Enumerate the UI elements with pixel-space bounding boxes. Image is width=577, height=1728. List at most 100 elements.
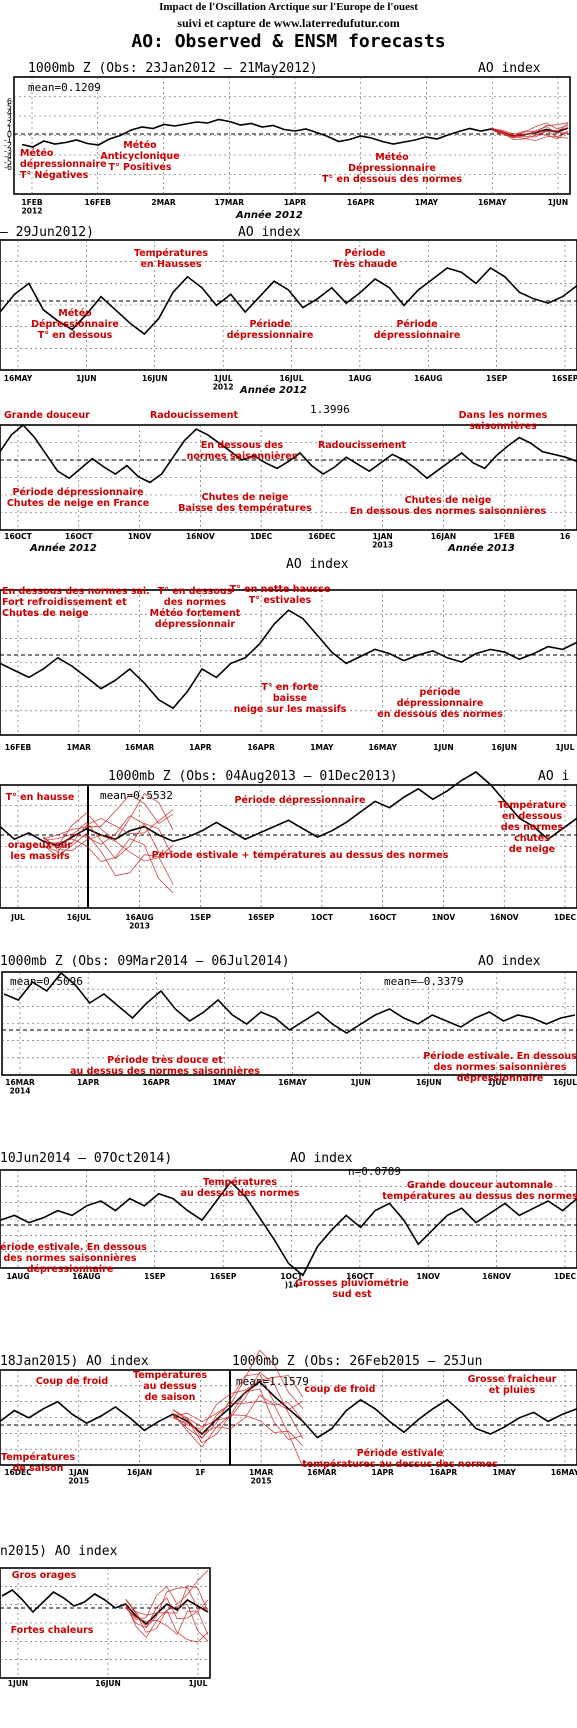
- x-tick-label: 1SEP: [190, 913, 212, 922]
- annotation-label: Météo Dépressionnaire T° en dessous des no…: [322, 152, 462, 185]
- x-tick-label: 16NOV: [482, 1272, 511, 1281]
- x-tick-label: 1SEP: [486, 374, 508, 383]
- annotation-label: Dans les normes saisonnières: [459, 410, 548, 432]
- annotation-label: Météo dépressionnaire T° Négatives: [20, 148, 107, 181]
- x-tick-label: 17MAR: [215, 198, 245, 207]
- annotation-label: Période estivale températures au dessus d…: [302, 1448, 498, 1470]
- y-tick-label: -2: [4, 141, 12, 150]
- annotation-label: Température en dessous des normes chutes de …: [498, 800, 566, 855]
- header-line2: suivi et capture de www.laterredufutur.c…: [177, 16, 400, 30]
- x-tick-label: 16OCT: [346, 1272, 374, 1281]
- x-tick-label: 2MAR: [151, 198, 175, 207]
- annotation-label: coup de froid: [305, 1384, 376, 1395]
- chart-title-2: 1000mb Z (Obs: 26Feb2015 – 25Jun: [232, 1354, 482, 1369]
- x-tick-label: 16: [560, 532, 570, 541]
- x-tick-label: 1JUN: [76, 374, 96, 383]
- annotation-label: Chutes de neige Baisse des températures: [178, 492, 312, 514]
- annotation-label: En dessous des normes saisonnières: [187, 440, 298, 462]
- chart-title: 10Jun2014 – 07Oct2014): [0, 1151, 172, 1166]
- x-tick-label: 16NOV: [186, 532, 215, 541]
- ensemble-member-line: [172, 1373, 304, 1439]
- x-tick-label: 1JAN 2015: [68, 1468, 89, 1485]
- annotation-label: Grosses pluviométrie sud est: [295, 1278, 409, 1300]
- x-caption: Année 2012: [235, 209, 303, 221]
- x-tick-label: 16JUN: [142, 374, 168, 383]
- ensemble-member-line: [491, 127, 569, 138]
- x-tick-label: 16AUG 2013: [125, 913, 153, 930]
- y-tick-label: -1: [4, 136, 12, 145]
- x-tick-label: 1MAY: [213, 1078, 237, 1087]
- ao-index-line: [3, 971, 576, 1034]
- x-tick-label: 1JUN: [548, 198, 568, 207]
- x-tick-label: 1APR: [372, 1468, 395, 1477]
- ao-index-line: [0, 771, 577, 847]
- x-tick-label: 1OCT: [311, 913, 334, 922]
- x-caption-left: Année 2012: [29, 542, 97, 554]
- annotation-label: Période dépressionnaire: [227, 319, 314, 341]
- annotation-label: Grande douceur automnale températures au …: [382, 1180, 577, 1202]
- x-tick-label: 1MAY: [415, 198, 439, 207]
- x-tick-label: 16SEP: [210, 1272, 237, 1281]
- annotation-label: orageux sur les massifs: [8, 840, 72, 862]
- x-tick-label: 16MAR: [307, 1468, 337, 1477]
- chart-title: 18Jan2015) AO index: [0, 1354, 149, 1369]
- x-tick-label: 1APR: [77, 1078, 100, 1087]
- ao-index-line: [0, 266, 577, 336]
- index-label: AO i: [538, 769, 569, 784]
- chart-title: 1000mb Z (Obs: 23Jan2012 – 21May2012): [28, 61, 318, 76]
- x-tick-label: 16APR: [142, 1078, 170, 1087]
- x-tick-label: 16JUL: [67, 913, 91, 922]
- x-caption-right: Année 2013: [447, 542, 515, 554]
- x-tick-label: 16FEB: [5, 743, 32, 752]
- x-tick-label: 16FEB: [85, 198, 112, 207]
- ensemble-member-line: [125, 1585, 209, 1616]
- annotation-label: Chutes de neige En dessous des normes sai…: [350, 495, 547, 517]
- x-tick-label: 16APR: [247, 743, 275, 752]
- x-tick-label: 16MAY: [278, 1078, 307, 1087]
- x-tick-label: 16OCT: [65, 532, 93, 541]
- annotation-label: période dépressionnaire en dessous des nor…: [377, 687, 503, 720]
- ao-index-line: [1, 1589, 209, 1626]
- ensemble-member-line: [125, 1597, 209, 1629]
- ensemble-member-line: [125, 1599, 209, 1642]
- y-tick-label: 5: [7, 103, 12, 112]
- annotation-label: Période Très chaude: [333, 248, 397, 270]
- annotation-label: T° en dessous des normes Météo fortement dé…: [150, 586, 241, 630]
- annotation-label: Grosse fraicheur et pluies: [468, 1374, 557, 1396]
- x-tick-label: 1DEC: [250, 532, 273, 541]
- ao-index-line: [0, 1380, 577, 1439]
- ensemble-member-line: [173, 1371, 304, 1440]
- x-tick-label: 1NOV: [417, 1272, 441, 1281]
- x-tick-label: 16MAY: [478, 198, 507, 207]
- mean-label: mean=0.5532: [100, 789, 173, 802]
- ao-index-line: [21, 118, 569, 148]
- annotation-label: Période estivale + températures au dessu…: [152, 850, 449, 861]
- y-tick-label: 3: [7, 114, 12, 123]
- ensemble-member-line: [172, 1400, 304, 1439]
- x-tick-label: 16MAR: [125, 743, 155, 752]
- panel-frame: [13, 76, 571, 195]
- mean-label: mean=1.1579: [236, 1375, 309, 1388]
- index-label: AO index: [290, 1151, 353, 1166]
- ensemble-member-line: [43, 822, 174, 860]
- mean-label-2: mean=–0.3379: [384, 975, 463, 988]
- x-tick-label: 16OCT: [369, 913, 397, 922]
- ensemble-member-line: [43, 832, 174, 885]
- index-label: AO index: [478, 61, 541, 76]
- x-tick-label: 1MAY: [310, 743, 334, 752]
- x-tick-label: 16APR: [430, 1468, 458, 1477]
- x-tick-label: 1OCT)14: [280, 1272, 303, 1289]
- annotation-label: Période très douce et au dessus des norme…: [70, 1055, 260, 1077]
- x-tick-label: 1NOV: [128, 532, 152, 541]
- chart-title: 1000mb Z (Obs: 04Aug2013 – 01Dec2013): [108, 769, 398, 784]
- annotation-label: Températures au dessus de saison: [133, 1370, 207, 1403]
- x-tick-label: 1DEC: [554, 1272, 577, 1281]
- annotation-label: Fortes chaleurs: [11, 1625, 94, 1636]
- x-tick-label: 1MAY: [493, 1468, 517, 1477]
- chart-title: – 29Jun2012): [0, 225, 94, 240]
- x-tick-label: 1SEP: [144, 1272, 166, 1281]
- annotation-label: Période estivale. En dessous des normes s…: [0, 1242, 147, 1275]
- x-tick-label: 16JUN: [416, 1078, 442, 1087]
- y-tick-label: 1: [7, 125, 12, 134]
